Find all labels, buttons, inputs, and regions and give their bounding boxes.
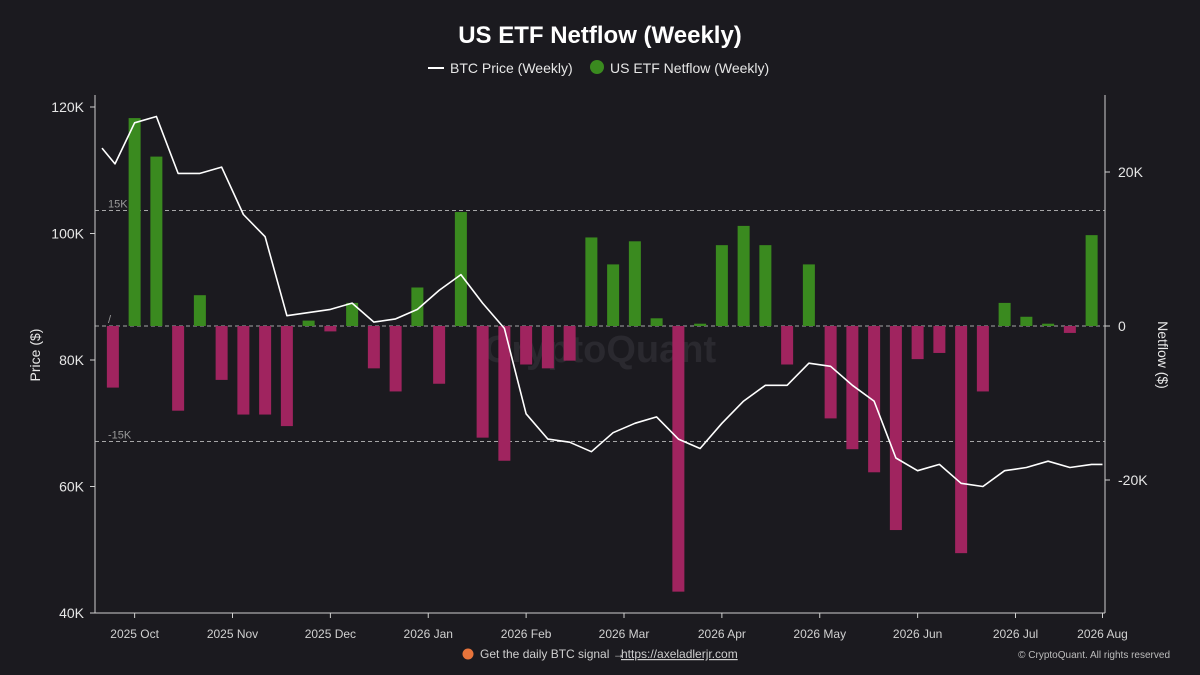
netflow-bar xyxy=(672,326,685,592)
netflow-bar xyxy=(1042,323,1055,326)
x-tick-label: 2026 Jan xyxy=(404,627,453,641)
netflow-bar xyxy=(193,295,206,326)
netflow-bar xyxy=(889,326,902,531)
netflow-bar xyxy=(846,326,859,450)
netflow-bar xyxy=(346,302,359,326)
netflow-bar xyxy=(476,326,489,438)
reference-line-label: -15K xyxy=(108,430,132,442)
price-line-group xyxy=(101,115,1103,488)
y-left-tick-label: 40K xyxy=(59,605,85,621)
y-right-ticks: -20K 0 20K xyxy=(1105,164,1148,488)
netflow-bar xyxy=(237,326,250,415)
y-right-tick-label: -20K xyxy=(1118,472,1148,488)
x-ticks: 2025 Oct 2025 Nov 2025 Dec 2026 Jan 2026 Feb… xyxy=(110,613,1128,641)
legend-netflow-label: US ETF Netflow (Weekly) xyxy=(610,60,769,76)
legend-netflow-dot-icon xyxy=(590,60,604,74)
footer-signal-link[interactable]: https://axeladlerjr.com xyxy=(621,647,738,661)
netflow-bar xyxy=(802,264,815,326)
x-tick-label: 2026 Feb xyxy=(501,627,552,641)
legend: BTC Price (Weekly) US ETF Netflow (Weekl… xyxy=(428,60,769,76)
netflow-bar xyxy=(520,326,533,365)
netflow-bar xyxy=(607,264,620,326)
footer: Get the daily BTC signal → https://axela… xyxy=(462,647,1170,661)
x-tick-label: 2025 Oct xyxy=(110,627,159,641)
y-right-tick-label: 0 xyxy=(1118,318,1126,334)
netflow-bar xyxy=(650,318,663,326)
netflow-bar xyxy=(1020,316,1033,326)
netflow-bar xyxy=(933,326,946,353)
netflow-bar xyxy=(911,326,924,360)
netflow-bar xyxy=(563,326,576,361)
y-left-tick-label: 100K xyxy=(51,226,84,242)
reference-line-label: / xyxy=(108,314,112,326)
netflow-bar xyxy=(715,245,728,326)
netflow-bar xyxy=(1063,326,1076,333)
y-left-tick-label: 120K xyxy=(51,99,84,115)
netflow-bar xyxy=(955,326,968,554)
netflow-bar xyxy=(781,326,794,365)
x-tick-label: 2026 Apr xyxy=(698,627,746,641)
netflow-bar xyxy=(628,241,641,326)
netflow-bar xyxy=(694,323,707,326)
netflow-bar xyxy=(324,326,337,332)
y-right-tick-label: 20K xyxy=(1118,164,1144,180)
y-right-axis-label: Netflow ($) xyxy=(1155,321,1171,389)
netflow-bar xyxy=(498,326,511,461)
footer-signal-text: Get the daily BTC signal → xyxy=(480,647,625,661)
netflow-bar xyxy=(1085,235,1098,326)
y-left-tick-label: 80K xyxy=(59,352,85,368)
netflow-bar xyxy=(824,326,837,419)
netflow-bar xyxy=(106,326,119,388)
netflow-bar xyxy=(411,287,424,326)
netflow-bar xyxy=(998,302,1011,326)
netflow-bar xyxy=(172,326,185,411)
y-left-axis-label: Price ($) xyxy=(27,329,43,382)
x-tick-label: 2025 Nov xyxy=(207,627,258,641)
netflow-bar xyxy=(302,320,315,326)
reference-line-label: 15K xyxy=(108,199,128,211)
netflow-bar xyxy=(433,326,446,384)
netflow-bar xyxy=(585,237,598,326)
netflow-bar xyxy=(215,326,228,380)
footer-copyright: © CryptoQuant. All rights reserved xyxy=(1018,650,1170,661)
netflow-bar xyxy=(389,326,402,392)
chart-title: US ETF Netflow (Weekly) xyxy=(458,22,742,49)
netflow-bar xyxy=(367,326,380,369)
netflow-bar xyxy=(454,212,467,326)
netflow-bar xyxy=(541,326,554,369)
legend-price-label: BTC Price (Weekly) xyxy=(450,60,573,76)
netflow-bar xyxy=(976,326,989,392)
x-tick-label: 2026 Jul xyxy=(993,627,1038,641)
x-tick-label: 2025 Dec xyxy=(305,627,356,641)
signal-dot-icon xyxy=(462,648,474,660)
x-tick-label: 2026 May xyxy=(793,627,846,641)
btc-price-line xyxy=(101,115,1103,488)
netflow-bar xyxy=(128,118,141,326)
netflow-bars xyxy=(106,118,1098,592)
y-left-tick-label: 60K xyxy=(59,479,85,495)
netflow-bar xyxy=(150,156,163,326)
netflow-bar xyxy=(759,245,772,326)
y-left-ticks: 40K 60K 80K 100K 120K xyxy=(51,99,95,621)
netflow-bar xyxy=(737,225,750,326)
x-tick-label: 2026 Jun xyxy=(893,627,942,641)
x-tick-label: 2026 Mar xyxy=(599,627,650,641)
netflow-bar xyxy=(259,326,272,415)
x-tick-label: 2026 Aug xyxy=(1077,627,1128,641)
netflow-bar xyxy=(280,326,293,427)
netflow-bar xyxy=(868,326,881,473)
